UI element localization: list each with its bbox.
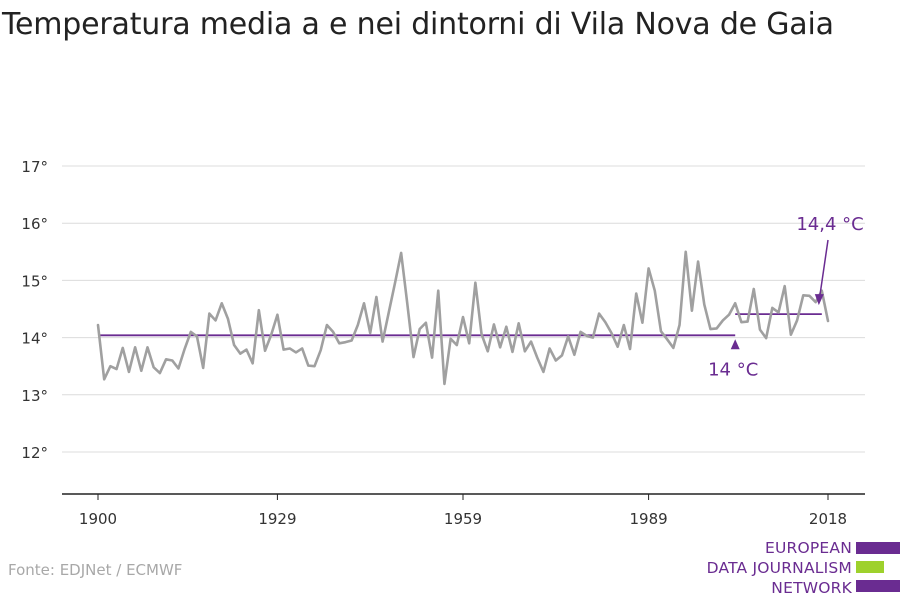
annotation-label-14-4: 14,4 °C <box>796 214 863 235</box>
logo-bar-top <box>856 542 900 554</box>
chart-title: Temperatura media a e nei dintorni di Vi… <box>2 7 834 42</box>
source-note: Fonte: EDJNet / ECMWF <box>8 561 183 579</box>
logo-line-1: EUROPEAN <box>764 539 852 557</box>
x-axis: 1900 1929 1959 1989 2018 <box>62 493 865 528</box>
y-tick-label: 16° <box>21 215 48 233</box>
x-tick-label: 1959 <box>444 510 482 528</box>
logo-bar-bottom <box>856 580 900 592</box>
y-tick-label: 15° <box>21 272 48 290</box>
series <box>96 250 830 386</box>
annotation-arrow-14-4 <box>814 294 824 306</box>
logo-line-2: DATA JOURNALISM <box>706 559 852 577</box>
y-tick-labels: 12° 13° 14° 15° 16° 17° <box>21 158 48 462</box>
y-tick-label: 12° <box>21 444 48 462</box>
x-tick-label: 1989 <box>629 510 667 528</box>
temperature-series-line <box>96 250 830 386</box>
annotation-arrow-14 <box>730 339 740 350</box>
annotations: 14 °C 14,4 °C <box>708 214 864 380</box>
annotation-label-14: 14 °C <box>708 359 758 380</box>
x-tick-label: 1929 <box>258 510 296 528</box>
x-tick-label: 2018 <box>809 510 847 528</box>
edjnet-logo: EUROPEAN DATA JOURNALISM NETWORK <box>700 538 900 598</box>
y-tick-label: 17° <box>21 158 48 176</box>
y-tick-label: 13° <box>21 387 48 405</box>
gridlines <box>62 165 865 453</box>
x-tick-label: 1900 <box>79 510 117 528</box>
logo-line-3: NETWORK <box>771 579 852 597</box>
annotation-pointer-14-4 <box>819 239 829 297</box>
y-tick-label: 14° <box>21 330 48 348</box>
logo-bar-middle <box>856 561 884 573</box>
logo-text: EUROPEAN DATA JOURNALISM NETWORK <box>707 538 852 598</box>
